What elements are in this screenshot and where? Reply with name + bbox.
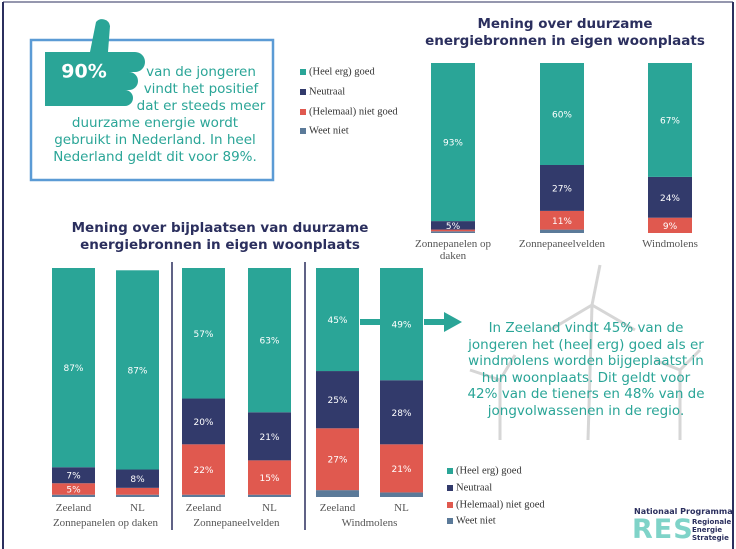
legend-label: (Helemaal) niet goed <box>456 499 545 510</box>
bar-segment <box>316 490 359 497</box>
value-label: 7% <box>66 472 81 482</box>
value-label: 25% <box>327 396 347 406</box>
legend-label: Weet niet <box>309 125 349 136</box>
value-label: 5% <box>66 485 81 495</box>
value-label: 9% <box>663 222 678 232</box>
chart-title: Mening over bijplaatsen van duurzame ene… <box>60 220 380 254</box>
legend-swatch <box>300 89 306 95</box>
bar-segment <box>540 230 584 233</box>
x-tick-label: Zonnepaneelvelden <box>515 238 609 250</box>
annotation: In Zeeland vindt 45% van de jongeren het… <box>466 320 706 419</box>
legend-swatch <box>447 468 453 474</box>
chart-title: Mening over duurzame energiebronnen in e… <box>415 16 715 50</box>
legend-swatch <box>300 128 306 134</box>
value-label: 49% <box>391 321 411 331</box>
legend-label: Neutraal <box>309 86 345 97</box>
value-label: 11% <box>552 217 572 227</box>
value-label: 87% <box>127 366 147 376</box>
bar-segment <box>248 495 291 497</box>
logo-name: Regionale Energie Strategie <box>692 518 732 542</box>
legend-swatch <box>447 485 453 491</box>
value-label: 8% <box>130 475 145 485</box>
value-label: 27% <box>327 456 347 466</box>
page: 90% 5%93%11%27%60%9%24%67%(Heel erg) goe… <box>0 0 736 549</box>
value-label: 21% <box>259 433 279 443</box>
legend-swatch <box>447 518 453 524</box>
value-label: 67% <box>660 116 680 126</box>
value-label: 63% <box>259 337 279 347</box>
bar-segment <box>116 495 159 497</box>
bar-segment <box>380 492 423 497</box>
x-tick-label: Windmolens <box>623 238 717 250</box>
value-label: 57% <box>193 330 213 340</box>
value-label: 24% <box>660 194 680 204</box>
value-label: 21% <box>391 465 411 475</box>
value-label: 87% <box>63 364 83 374</box>
value-label: 93% <box>443 139 463 149</box>
value-label: 15% <box>259 474 279 484</box>
legend-swatch <box>300 109 306 115</box>
logo-abbr: RES <box>632 514 694 545</box>
legend-label: (Heel erg) goed <box>309 66 375 77</box>
legend-label: Neutraal <box>456 482 492 493</box>
value-label: 45% <box>327 316 347 326</box>
legend-label: Weet niet <box>456 515 496 526</box>
group-label: Zonnepanelen op daken <box>36 517 176 529</box>
value-label: 22% <box>193 466 213 476</box>
legend-label: (Helemaal) niet goed <box>309 106 398 117</box>
value-label: 20% <box>193 418 213 428</box>
group-label: Zonnepaneelvelden <box>167 517 307 529</box>
x-tick-label: Zonnepanelen op daken <box>406 238 500 262</box>
callout-text: van de jongeren vindt het positief dat e… <box>42 64 268 166</box>
value-label: 60% <box>552 111 572 121</box>
value-label: 5% <box>446 222 461 232</box>
value-label: 27% <box>552 184 572 194</box>
legend-label: (Heel erg) goed <box>456 465 522 476</box>
x-tick-label: NL <box>355 502 448 514</box>
bar-segment <box>116 488 159 495</box>
legend-swatch <box>300 69 306 75</box>
value-label: 28% <box>391 409 411 419</box>
bar-segment <box>182 495 225 497</box>
group-label: Windmolens <box>300 517 440 529</box>
